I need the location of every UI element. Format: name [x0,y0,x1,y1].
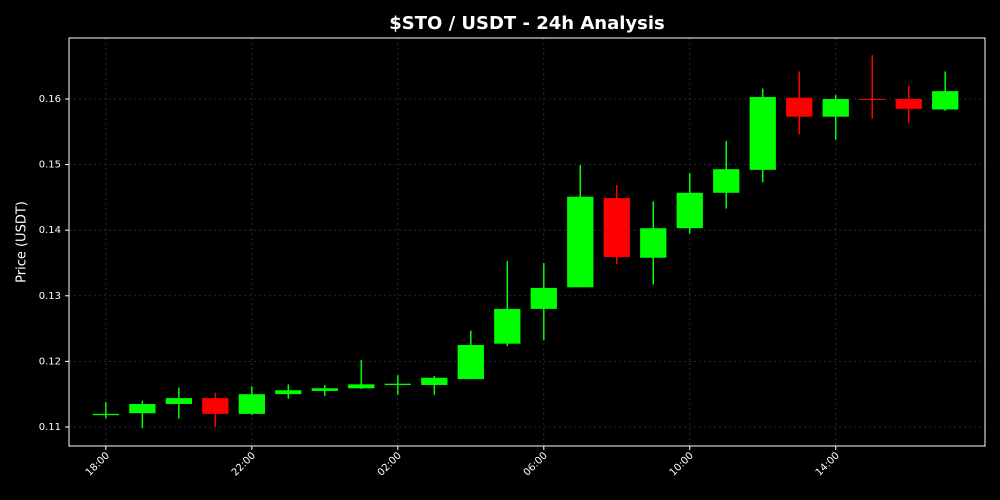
candle-body [567,196,594,288]
candle-body [822,99,849,117]
candle-body [676,192,703,229]
y-tick-label: 0.16 [39,94,61,105]
candle-body [457,344,484,380]
candle-body [713,169,740,193]
candle-body [749,97,776,170]
candle-body [202,398,229,414]
candle-body [348,384,375,389]
candle-body [859,99,886,101]
y-tick-label: 0.14 [39,225,61,236]
candle-body [603,198,630,258]
candle-body [238,394,265,414]
chart-title: $STO / USDT - 24h Analysis [389,13,665,34]
candle-body [494,308,521,344]
y-tick-label: 0.12 [39,356,61,367]
candle-body [421,377,448,385]
candle-body [275,390,302,395]
candle-body [384,383,411,385]
plot-frame [68,37,986,447]
candle-body [895,99,922,109]
y-axis-label: Price (USDT) [15,201,30,283]
y-tick-label: 0.15 [39,160,61,171]
y-tick-label: 0.13 [39,291,61,302]
candle-body [129,404,156,414]
candle-body [165,398,192,405]
candle-body [786,97,813,117]
candle-body [530,287,557,309]
y-tick-label: 0.11 [39,422,61,433]
candle-body [92,413,119,416]
candle-body [640,228,667,258]
candle-body [311,388,338,391]
candle-body [932,91,959,110]
